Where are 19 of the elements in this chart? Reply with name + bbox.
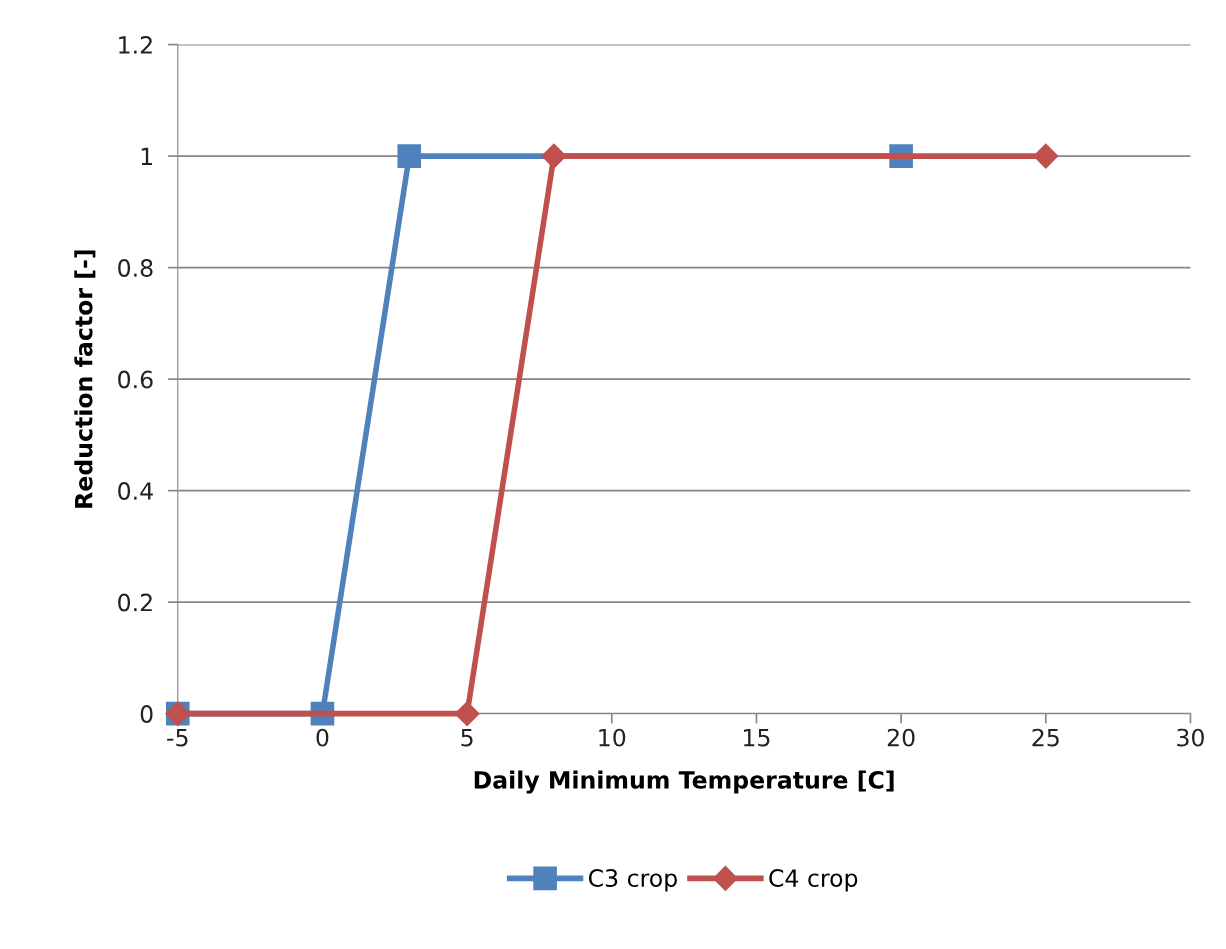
y-tick-label: 0.8: [118, 259, 153, 277]
legend-label: C4 crop: [769, 869, 858, 892]
x-tick-label: 15: [744, 728, 770, 747]
x-tick-label: 20: [887, 728, 915, 747]
y-tick-label: 1.2: [119, 36, 152, 54]
y-tick-label: 0.4: [118, 482, 153, 500]
x-tick-label: 0: [316, 728, 329, 747]
x-tick-label: 25: [1032, 728, 1059, 747]
x-axis-title: Daily Minimum Temperature [C]: [474, 770, 894, 794]
y-tick-label: 0: [140, 705, 153, 723]
x-tick-label: 5: [461, 728, 473, 747]
y-tick-label: 0.6: [118, 370, 153, 389]
legend-label: C3 crop: [588, 869, 677, 892]
x-tick-label: -5: [167, 728, 188, 747]
y-tick-label: 0.2: [118, 593, 152, 612]
x-tick-label: 10: [599, 728, 626, 747]
y-tick-label: 1: [141, 147, 152, 166]
y-axis-title: Reduction factor [-]: [74, 250, 96, 508]
x-tick-label: 30: [1177, 728, 1204, 747]
